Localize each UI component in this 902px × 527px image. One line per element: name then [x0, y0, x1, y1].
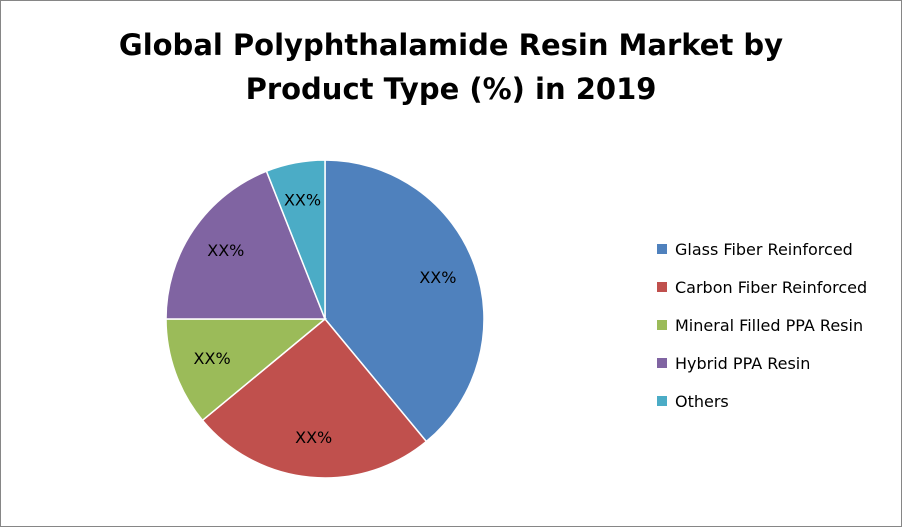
pie-slice-carbon-fiber-reinforced	[201, 317, 428, 479]
chart-title-line-2: Product Type (%) in 2019	[245, 72, 657, 106]
legend-swatch	[657, 396, 667, 406]
chart-title-line-1: Global Polyphthalamide Resin Market by	[118, 28, 784, 62]
legend-swatch	[657, 244, 667, 254]
legend-label: Glass Fiber Reinforced	[675, 239, 853, 259]
data-label-others: XX%	[284, 191, 321, 210]
legend-label: Carbon Fiber Reinforced	[675, 277, 868, 297]
legend-item-mineral-filled-ppa-resin: Mineral Filled PPA Resin	[657, 306, 867, 344]
chart-title: Global Polyphthalamide Resin Market by P…	[1, 23, 901, 111]
data-label-carbon-fiber-reinforced: XX%	[295, 428, 332, 447]
pie-slice-hybrid-ppa-resin	[165, 170, 327, 320]
legend-swatch	[657, 282, 667, 292]
legend-item-others: Others	[657, 382, 867, 420]
pie-slice-glass-fiber-reinforced	[324, 159, 485, 443]
data-label-mineral-filled-ppa-resin: XX%	[194, 349, 231, 368]
legend-item-carbon-fiber-reinforced: Carbon Fiber Reinforced	[657, 268, 867, 306]
pie-slice-mineral-filled-ppa-resin	[165, 318, 328, 422]
data-label-hybrid-ppa-resin: XX%	[207, 241, 244, 260]
data-label-glass-fiber-reinforced: XX%	[419, 268, 456, 287]
legend-item-hybrid-ppa-resin: Hybrid PPA Resin	[657, 344, 867, 382]
legend-label: Mineral Filled PPA Resin	[675, 315, 864, 335]
legend-swatch	[657, 358, 667, 368]
legend-item-glass-fiber-reinforced: Glass Fiber Reinforced	[657, 230, 867, 268]
legend-label: Hybrid PPA Resin	[675, 353, 811, 373]
pie-slice-others	[265, 159, 326, 320]
legend-swatch	[657, 320, 667, 330]
legend-label: Others	[675, 391, 729, 411]
legend: Glass Fiber Reinforced Carbon Fiber Rein…	[657, 230, 867, 420]
